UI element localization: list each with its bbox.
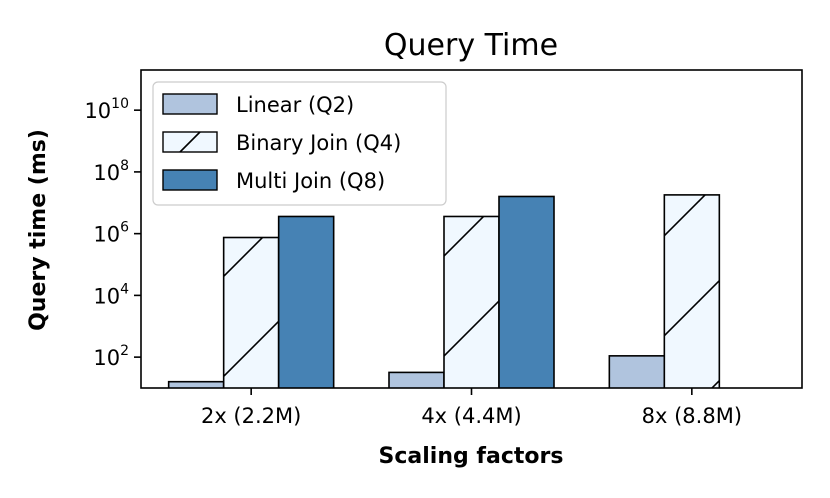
- x-tick-label-1: 2x (2.2M): [201, 404, 301, 428]
- bar-3-1: [277, 215, 335, 388]
- bar-hatch-2-2: [444, 216, 499, 388]
- legend: Linear (Q2) Binary Join (Q4) Multi Join (Q…: [152, 81, 447, 206]
- bars-layer: [167, 194, 721, 388]
- legend-swatch-3: [162, 169, 218, 191]
- y-axis-label: Query time (ms): [26, 129, 51, 331]
- legend-label-1: Linear (Q2): [236, 93, 354, 117]
- x-axis-label: Scaling factors: [379, 444, 564, 469]
- y-tick-label-3: 106: [93, 220, 129, 247]
- y-axis: 102 104 106 108 1010: [84, 96, 141, 370]
- bar-1-3: [608, 355, 666, 388]
- legend-frame: [152, 81, 447, 206]
- bar-hatch-2-3: [664, 194, 720, 388]
- legend-swatch-1: [162, 93, 218, 115]
- bar-3-2: [498, 195, 555, 388]
- x-tick-label-3: 8x (8.8M): [642, 404, 742, 428]
- y-tick-label-4: 108: [93, 158, 129, 185]
- legend-label-2: Binary Join (Q4): [236, 131, 401, 155]
- bar-hatch-2-1: [223, 237, 279, 388]
- y-tick-label-5: 1010: [84, 96, 129, 123]
- x-axis: 2x (2.2M) 4x (4.4M) 8x (8.8M): [201, 388, 742, 428]
- x-tick-label-2: 4x (4.4M): [421, 404, 521, 428]
- legend-hatch-2: [179, 131, 201, 153]
- chart-title: Query Time: [384, 28, 558, 63]
- y-tick-label-2: 104: [93, 281, 129, 308]
- legend-label-3: Multi Join (Q8): [236, 169, 385, 193]
- y-tick-label-1: 102: [93, 343, 129, 370]
